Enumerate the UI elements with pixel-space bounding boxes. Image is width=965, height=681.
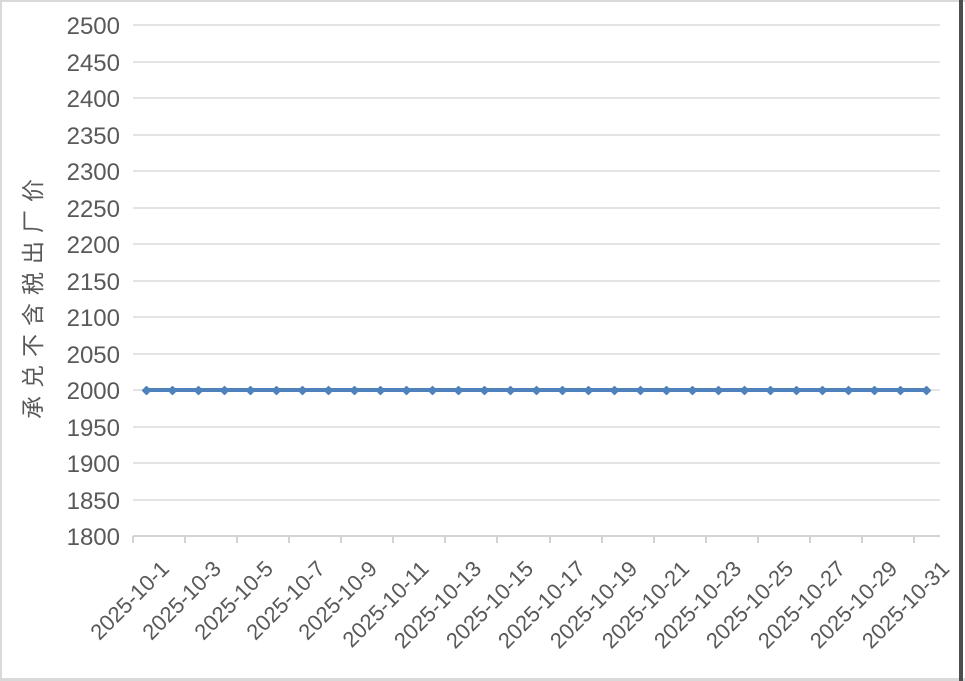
x-tick-mark: [808, 536, 811, 543]
data-point-marker: [895, 385, 906, 395]
x-tick-mark: [912, 536, 915, 543]
y-tick-label: 1900: [66, 451, 120, 478]
data-point-marker: [765, 385, 776, 395]
data-point-marker: [271, 385, 282, 395]
x-tick-mark: [600, 536, 603, 543]
x-tick-mark: [444, 536, 447, 543]
data-point-marker: [661, 385, 672, 395]
data-point-marker: [401, 385, 412, 395]
y-tick-label: 2150: [66, 268, 120, 296]
data-point-marker: [141, 385, 151, 395]
data-point-marker: [219, 385, 230, 395]
gridline: [133, 352, 940, 355]
data-point-marker: [427, 385, 438, 395]
data-point-marker: [843, 385, 854, 395]
x-tick-mark: [340, 536, 343, 543]
data-point-marker: [479, 385, 490, 395]
gridline: [133, 170, 940, 172]
gridline: [133, 60, 940, 63]
gridline: [133, 133, 940, 136]
x-tick-mark: [496, 536, 499, 543]
gridline: [133, 97, 940, 99]
x-tick-mark: [184, 536, 187, 543]
y-tick-label: 2350: [66, 122, 120, 150]
gridline: [133, 316, 940, 318]
data-point-marker: [193, 385, 204, 395]
x-tick-mark: [548, 536, 551, 543]
frame-border-bottom: [0, 678, 965, 681]
y-tick-label: 2450: [66, 49, 120, 77]
data-point-marker: [609, 385, 620, 395]
frame-border-right: [959, 0, 963, 681]
y-tick-label: 2500: [66, 13, 120, 40]
data-point-marker: [791, 385, 802, 395]
x-tick-mark: [392, 536, 395, 543]
y-tick-label: 1950: [66, 414, 120, 442]
y-tick-label: 2300: [66, 159, 120, 186]
gridline: [133, 24, 940, 26]
y-tick-label: 1850: [66, 487, 120, 515]
x-tick-mark: [704, 536, 707, 543]
data-point-marker: [453, 385, 464, 395]
y-tick-label: 2000: [66, 378, 120, 405]
y-tick-label: 2400: [66, 86, 120, 113]
y-tick-label: 2250: [66, 195, 120, 223]
x-axis-line: [133, 535, 940, 537]
gridline: [133, 279, 940, 282]
gridline: [133, 206, 940, 209]
gridline: [133, 462, 940, 464]
data-point-marker: [349, 385, 360, 395]
x-tick-mark: [652, 536, 655, 543]
data-point-marker: [323, 385, 334, 395]
gridline: [133, 243, 940, 245]
data-point-marker: [245, 385, 256, 395]
y-tick-label: 2100: [66, 305, 120, 332]
data-point-marker: [557, 385, 568, 395]
x-tick-mark: [756, 536, 759, 543]
x-tick-mark: [132, 536, 134, 543]
frame-border-top: [0, 0, 965, 2]
data-point-marker: [739, 385, 750, 395]
data-point-marker: [922, 385, 932, 395]
x-tick-mark: [236, 536, 239, 543]
y-tick-label: 2050: [66, 341, 120, 369]
data-point-marker: [713, 385, 724, 395]
gridline: [133, 425, 940, 428]
data-point-marker: [687, 385, 698, 395]
data-point-marker: [167, 385, 177, 395]
data-point-marker: [817, 385, 828, 395]
x-tick-mark: [288, 536, 291, 543]
y-tick-label: 1800: [66, 524, 120, 551]
data-point-marker: [583, 385, 594, 395]
gridline: [133, 498, 940, 501]
data-point-marker: [505, 385, 516, 395]
data-point-marker: [635, 385, 646, 395]
y-tick-label: 2200: [66, 232, 120, 259]
x-tick-mark: [860, 536, 863, 543]
data-point-marker: [297, 385, 308, 395]
data-point-marker: [531, 385, 542, 395]
frame-border-left: [0, 0, 2, 681]
data-point-marker: [375, 385, 386, 395]
data-point-marker: [869, 385, 880, 395]
